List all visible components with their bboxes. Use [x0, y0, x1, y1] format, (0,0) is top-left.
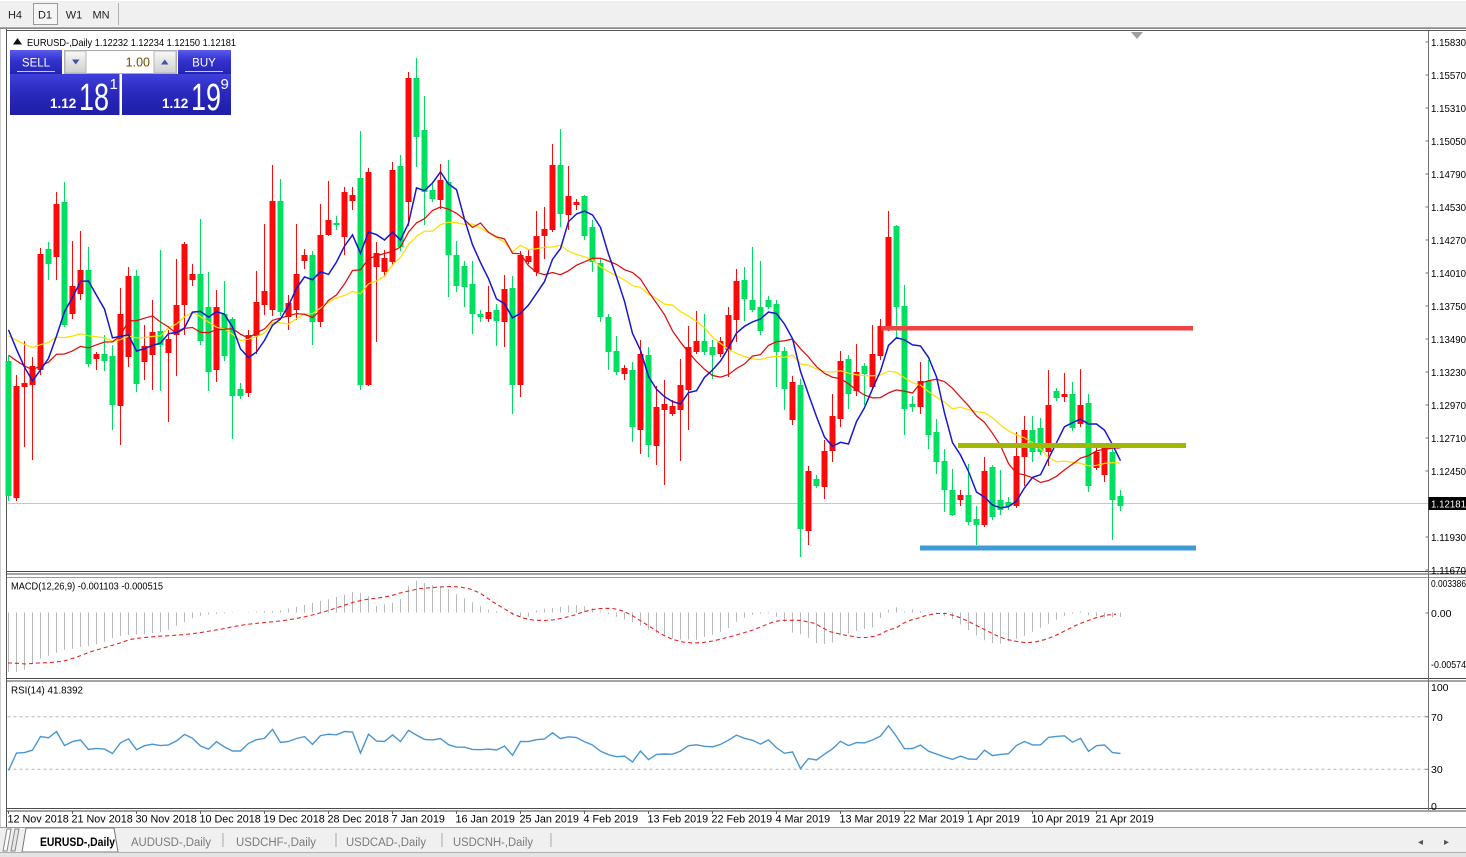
- svg-text:USDCNH-,Daily: USDCNH-,Daily: [453, 837, 533, 849]
- svg-text:21 Apr 2019: 21 Apr 2019: [1096, 814, 1154, 826]
- svg-text:EURUSD-,Daily 1.12232 1.12234: EURUSD-,Daily 1.12232 1.12234 1.12150 1.…: [27, 38, 236, 49]
- svg-text:MACD(12,26,9) -0.001103 -0.000: MACD(12,26,9) -0.001103 -0.000515: [11, 582, 163, 593]
- svg-text:1.11670: 1.11670: [1431, 565, 1466, 577]
- svg-text:D1: D1: [38, 10, 52, 22]
- svg-text:▸: ▸: [1444, 837, 1449, 848]
- svg-text:30 Nov 2018: 30 Nov 2018: [136, 814, 197, 826]
- svg-text:22 Feb 2019: 22 Feb 2019: [712, 814, 773, 826]
- svg-text:1.13490: 1.13490: [1431, 334, 1466, 346]
- svg-text:1.13750: 1.13750: [1431, 301, 1466, 313]
- svg-text:30: 30: [1431, 764, 1443, 776]
- svg-text:1.14010: 1.14010: [1431, 268, 1466, 280]
- svg-text:◂: ◂: [1418, 837, 1423, 848]
- svg-text:4 Feb 2019: 4 Feb 2019: [584, 814, 639, 826]
- svg-text:MN: MN: [92, 10, 109, 22]
- svg-text:1.12: 1.12: [162, 96, 188, 111]
- svg-text:1.12970: 1.12970: [1431, 400, 1466, 412]
- svg-text:19 Dec 2018: 19 Dec 2018: [264, 814, 325, 826]
- svg-text:EURUSD-,Daily: EURUSD-,Daily: [40, 837, 116, 849]
- svg-text:1.13230: 1.13230: [1431, 367, 1466, 379]
- svg-text:25 Jan 2019: 25 Jan 2019: [520, 814, 579, 826]
- svg-text:28 Dec 2018: 28 Dec 2018: [328, 814, 389, 826]
- svg-text:100: 100: [1431, 682, 1449, 694]
- svg-text:1: 1: [110, 76, 118, 93]
- svg-text:1.12: 1.12: [50, 96, 76, 111]
- svg-text:1.12450: 1.12450: [1431, 466, 1466, 478]
- svg-text:1.14270: 1.14270: [1431, 235, 1466, 247]
- svg-text:16 Jan 2019: 16 Jan 2019: [456, 814, 515, 826]
- svg-text:W1: W1: [66, 10, 83, 22]
- svg-text:1.15310: 1.15310: [1431, 103, 1466, 115]
- svg-text:18: 18: [79, 77, 109, 119]
- svg-text:1.12181: 1.12181: [1431, 498, 1466, 510]
- svg-text:21 Nov 2018: 21 Nov 2018: [72, 814, 133, 826]
- svg-text:13 Mar 2019: 13 Mar 2019: [840, 814, 901, 826]
- svg-text:9: 9: [221, 76, 229, 93]
- svg-text:USDCAD-,Daily: USDCAD-,Daily: [346, 837, 426, 849]
- svg-text:4 Mar 2019: 4 Mar 2019: [776, 814, 831, 826]
- svg-text:10 Apr 2019: 10 Apr 2019: [1032, 814, 1090, 826]
- svg-text:1.15050: 1.15050: [1431, 136, 1466, 148]
- svg-text:1.15570: 1.15570: [1431, 70, 1466, 82]
- svg-text:AUDUSD-,Daily: AUDUSD-,Daily: [131, 837, 211, 849]
- svg-text:1.14790: 1.14790: [1431, 169, 1466, 181]
- svg-text:70: 70: [1431, 712, 1443, 724]
- svg-text:1.00: 1.00: [126, 56, 150, 70]
- svg-text:RSI(14) 41.8392: RSI(14) 41.8392: [11, 686, 83, 697]
- svg-text:7 Jan 2019: 7 Jan 2019: [392, 814, 445, 826]
- svg-text:10 Dec 2018: 10 Dec 2018: [200, 814, 261, 826]
- svg-text:12 Nov 2018: 12 Nov 2018: [8, 814, 69, 826]
- svg-text:1.15830: 1.15830: [1431, 37, 1466, 49]
- svg-text:1.11930: 1.11930: [1431, 532, 1466, 544]
- svg-text:0: 0: [1431, 801, 1437, 813]
- svg-text:13 Feb 2019: 13 Feb 2019: [648, 814, 709, 826]
- svg-text:USDCHF-,Daily: USDCHF-,Daily: [236, 837, 316, 849]
- svg-text:SELL: SELL: [22, 58, 51, 70]
- svg-text:0.00: 0.00: [1431, 608, 1452, 620]
- svg-text:1.12710: 1.12710: [1431, 433, 1466, 445]
- svg-text:H4: H4: [8, 10, 22, 22]
- svg-text:19: 19: [191, 77, 221, 119]
- svg-text:22 Mar 2019: 22 Mar 2019: [904, 814, 965, 826]
- svg-text:0.003386: 0.003386: [1431, 578, 1466, 590]
- svg-text:-0.00574: -0.00574: [1431, 659, 1466, 671]
- svg-text:BUY: BUY: [192, 58, 216, 70]
- svg-text:1.14530: 1.14530: [1431, 202, 1466, 214]
- svg-text:1 Apr 2019: 1 Apr 2019: [968, 814, 1020, 826]
